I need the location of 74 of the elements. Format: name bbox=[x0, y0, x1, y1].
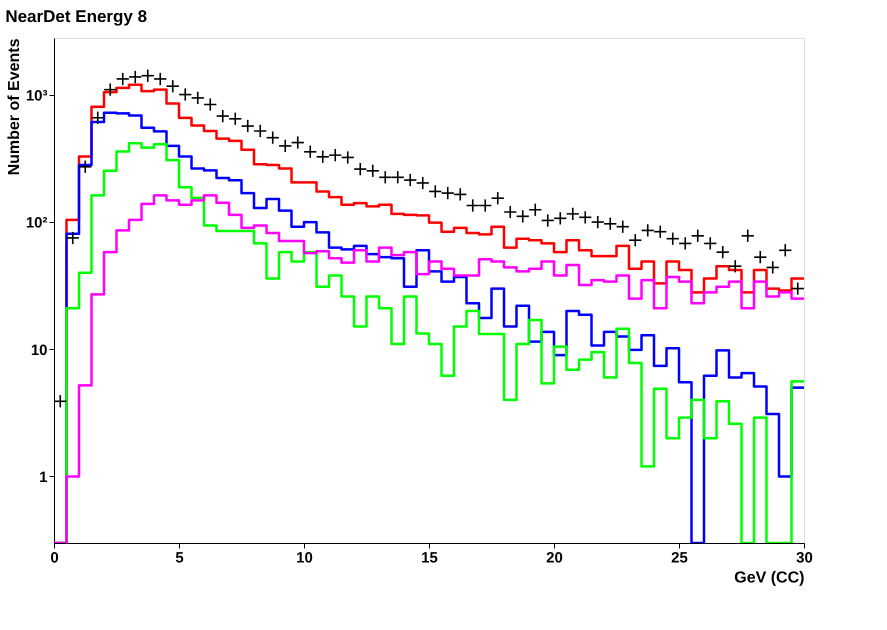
point bbox=[603, 216, 618, 231]
point bbox=[678, 236, 692, 250]
point bbox=[403, 173, 418, 187]
point bbox=[328, 148, 342, 162]
point bbox=[128, 70, 142, 84]
y-tick-label: 10² bbox=[26, 214, 48, 232]
point bbox=[66, 231, 80, 245]
x-tick-label: 25 bbox=[671, 550, 688, 566]
point bbox=[166, 79, 180, 94]
x-tick-label: 0 bbox=[50, 550, 59, 566]
x-tick-label: 20 bbox=[546, 550, 563, 566]
y-tick-label: 10³ bbox=[26, 87, 48, 104]
point bbox=[116, 72, 130, 86]
point bbox=[78, 160, 92, 174]
y-tick-label: 10 bbox=[30, 342, 48, 359]
point bbox=[653, 224, 668, 239]
point bbox=[753, 250, 768, 264]
point bbox=[778, 243, 792, 258]
point bbox=[503, 205, 518, 219]
point bbox=[516, 209, 530, 224]
point bbox=[366, 164, 380, 178]
point bbox=[178, 88, 192, 102]
point bbox=[54, 394, 68, 408]
point bbox=[353, 162, 368, 176]
point bbox=[428, 184, 442, 198]
point bbox=[190, 90, 205, 105]
point bbox=[540, 214, 555, 228]
point bbox=[266, 130, 280, 145]
point bbox=[566, 206, 580, 221]
point bbox=[303, 144, 318, 159]
x-tick-label: 5 bbox=[175, 550, 184, 566]
point bbox=[240, 119, 255, 133]
point bbox=[490, 191, 505, 206]
point bbox=[290, 136, 305, 150]
point bbox=[728, 259, 742, 274]
point bbox=[453, 187, 468, 202]
chart-title: NearDet Energy 8 bbox=[5, 7, 148, 26]
point bbox=[628, 233, 642, 248]
x-tick-label: 30 bbox=[796, 550, 813, 566]
point bbox=[390, 170, 405, 184]
x-tick-label: 10 bbox=[296, 550, 313, 566]
point bbox=[703, 236, 718, 250]
point bbox=[440, 186, 455, 200]
y-axis-title: Number of Events bbox=[6, 38, 23, 176]
point bbox=[578, 210, 592, 224]
point bbox=[203, 98, 218, 112]
point bbox=[340, 150, 355, 164]
point bbox=[790, 282, 804, 296]
point bbox=[253, 124, 268, 138]
y-tick-label: 1 bbox=[39, 468, 48, 486]
point bbox=[466, 198, 480, 212]
point bbox=[278, 138, 292, 153]
point bbox=[228, 112, 242, 126]
point bbox=[616, 220, 630, 234]
point bbox=[590, 215, 605, 230]
point bbox=[416, 176, 430, 190]
point bbox=[766, 260, 780, 274]
point bbox=[140, 68, 155, 83]
point bbox=[90, 110, 105, 125]
point bbox=[528, 202, 542, 217]
point bbox=[378, 170, 392, 184]
x-tick-label: 15 bbox=[421, 550, 438, 566]
point bbox=[478, 198, 492, 212]
point bbox=[316, 150, 330, 164]
point bbox=[640, 223, 655, 238]
point bbox=[690, 228, 705, 243]
point bbox=[553, 211, 568, 226]
point bbox=[666, 232, 680, 246]
point bbox=[103, 82, 118, 97]
point bbox=[153, 72, 168, 86]
point bbox=[216, 109, 230, 124]
point bbox=[740, 228, 755, 243]
point bbox=[716, 245, 730, 260]
x-axis-title: GeV (CC) bbox=[734, 570, 804, 586]
